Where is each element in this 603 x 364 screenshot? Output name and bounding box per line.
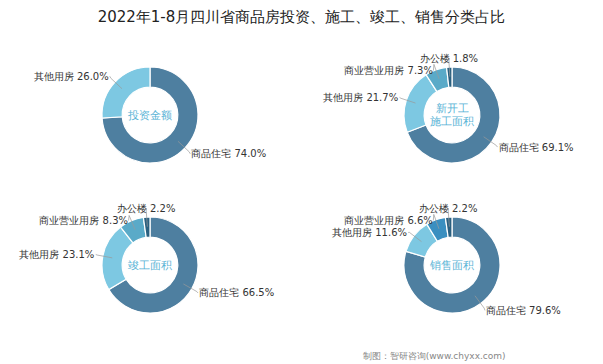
data-label: 商业营业用房 7.3% [344, 65, 433, 76]
data-label: 商品住宅 74.0% [191, 148, 266, 159]
data-label: 商品住宅 69.1% [499, 142, 574, 153]
leader-line [484, 137, 498, 147]
leader-line [110, 76, 122, 88]
donut: 销售面积商品住宅 79.6% 其他用房 11.6%商业营业用房 6.6%办公楼 2… [332, 203, 561, 316]
slices [102, 217, 198, 313]
data-label: 商品住宅 66.5% [199, 287, 274, 298]
leader-line [178, 141, 190, 153]
center-label: 投资金额 [127, 109, 172, 122]
data-label: 商业营业用房 8.3% [39, 215, 128, 226]
data-label: 其他用房 26.0% [34, 71, 109, 82]
donut: 新开工施工面积商品住宅 69.1% 其他用房 21.7% 商业营业用房 7.3%办公… [323, 53, 573, 163]
footer: 制图：智研咨询(www.chyxx.com) [363, 351, 506, 361]
donut: 投资金额商品住宅 74.0% 其他用房 26.0% [34, 67, 266, 163]
leader-line [408, 232, 421, 241]
slice [404, 217, 500, 313]
slice [102, 67, 198, 163]
leader-line [475, 296, 485, 311]
center-label: 销售面积 [429, 259, 474, 272]
data-label: 商业营业用房 6.6% [344, 215, 433, 226]
data-label: 办公楼 2.2% [419, 203, 478, 214]
center-label-line: 新开工 [436, 102, 469, 115]
data-label: 其他用房 21.7% [323, 92, 398, 103]
leader-line [400, 97, 416, 103]
center-label-line: 销售面积 [429, 259, 474, 272]
data-label: 办公楼 2.2% [117, 203, 176, 214]
data-label: 办公楼 1.8% [419, 53, 478, 64]
leader-line [96, 254, 113, 257]
data-label: 其他用房 23.1% [19, 249, 94, 260]
center-label-line: 投资金额 [127, 109, 172, 122]
title: 2022年1-8月四川省商品房投资、施工、竣工、销售分类占比 [98, 8, 506, 26]
chart-root: 2022年1-8月四川省商品房投资、施工、竣工、销售分类占比制图：智研咨询(ww… [0, 0, 603, 364]
slices [404, 67, 500, 163]
center-label: 竣工面积 [128, 259, 172, 272]
center-label-line: 施工面积 [430, 115, 474, 128]
center-label-line: 竣工面积 [128, 259, 172, 272]
data-label: 其他用房 11.6% [332, 227, 407, 238]
leader-line [129, 215, 136, 229]
leader-line [183, 284, 198, 293]
slices [404, 217, 500, 313]
leader-line [433, 64, 439, 78]
data-label: 商品住宅 79.6% [486, 305, 561, 316]
leader-line [433, 214, 439, 228]
slices [102, 67, 198, 163]
donut: 竣工面积商品住宅 66.5% 其他用房 23.1% 商业营业用房 8.3%办公楼 2… [19, 203, 274, 313]
center-label: 新开工施工面积 [430, 102, 474, 128]
